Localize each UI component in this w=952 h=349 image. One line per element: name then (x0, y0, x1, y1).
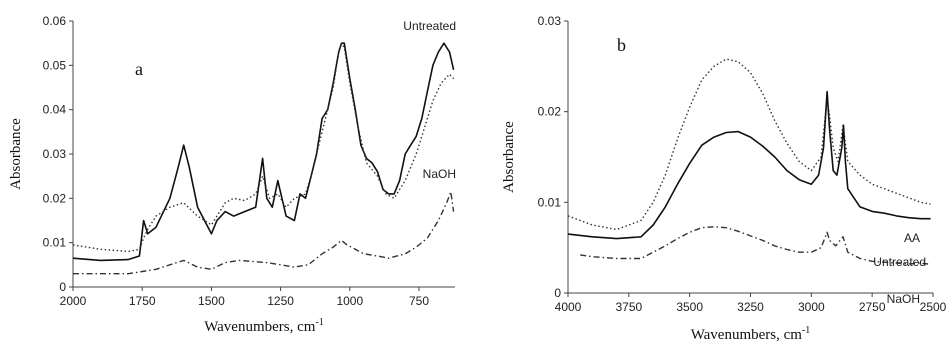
x-tick-label-b: 2500 (920, 300, 947, 314)
y-axis-label-b: Absorbance (501, 121, 517, 193)
y-axis-label-a: Absorbance (8, 118, 24, 190)
y-tick-label-b: 0.02 (538, 105, 562, 119)
x-tick-label-a: 1500 (198, 294, 225, 308)
y-tick-label-a: 0.04 (43, 103, 67, 117)
series-annotation-a-untreated: Untreated (403, 19, 456, 33)
x-axis-label-b: Wavenumbers, cm-1 (691, 325, 811, 343)
x-axis-label-sup-b: -1 (802, 325, 810, 336)
x-tick-label-a: 1250 (267, 294, 294, 308)
y-tick-label-a: 0 (59, 280, 66, 294)
series-line-b-untreated (567, 90, 931, 240)
y-tick-label-b: 0.03 (538, 14, 562, 28)
series-annotation-a-naoh: NaOH (423, 167, 456, 181)
x-tick-label-a: 750 (409, 294, 429, 308)
y-tick-label-a: 0.03 (43, 147, 67, 161)
series-annotation-b-naoh: NaOH (887, 292, 920, 306)
series-line-b-aa (567, 58, 931, 231)
panel-label-a: a (135, 59, 143, 79)
x-tick-label-a: 2000 (60, 294, 87, 308)
y-tick-label-a: 0.02 (43, 191, 67, 205)
chart-panel-b: 0 0.01 0.02 0.03 4000 3750 3500 3250 3000 2750 250… (501, 14, 947, 343)
x-tick-label-a: 1750 (129, 294, 156, 308)
y-tick-label-a: 0.06 (43, 14, 67, 28)
x-tick-label-b: 3500 (676, 300, 703, 314)
series-line-a-naoh (72, 42, 455, 253)
y-tick-label-b: 0.01 (538, 195, 562, 209)
x-axis-label-sup-a: -1 (315, 317, 323, 328)
x-tick-label-a: 1000 (336, 294, 363, 308)
series-line-b-naoh (580, 226, 929, 265)
panel-label-b: b (617, 35, 626, 55)
x-tick-label-b: 2750 (859, 300, 886, 314)
y-tick-label-b: 0 (554, 286, 561, 300)
series-line-a-untreated (72, 42, 455, 262)
x-tick-label-b: 3750 (615, 300, 642, 314)
x-tick-label-b: 4000 (555, 300, 582, 314)
x-tick-label-b: 3000 (798, 300, 825, 314)
series-annotation-b-aa: AA (904, 231, 920, 245)
series-line-a-unlabeled-2 (73, 191, 455, 275)
y-tick-label-a: 0.01 (43, 236, 67, 250)
y-tick-label-a: 0.05 (43, 58, 67, 72)
x-axis-label-a: Wavenumbers, cm-1 (204, 317, 324, 335)
x-tick-label-b: 3250 (737, 300, 764, 314)
series-annotation-b-untreated: Untreated (873, 255, 926, 269)
chart-panel-a: 0 0.01 0.02 0.03 0.04 0.05 0.06 2000 1750 1500 125… (8, 14, 456, 335)
